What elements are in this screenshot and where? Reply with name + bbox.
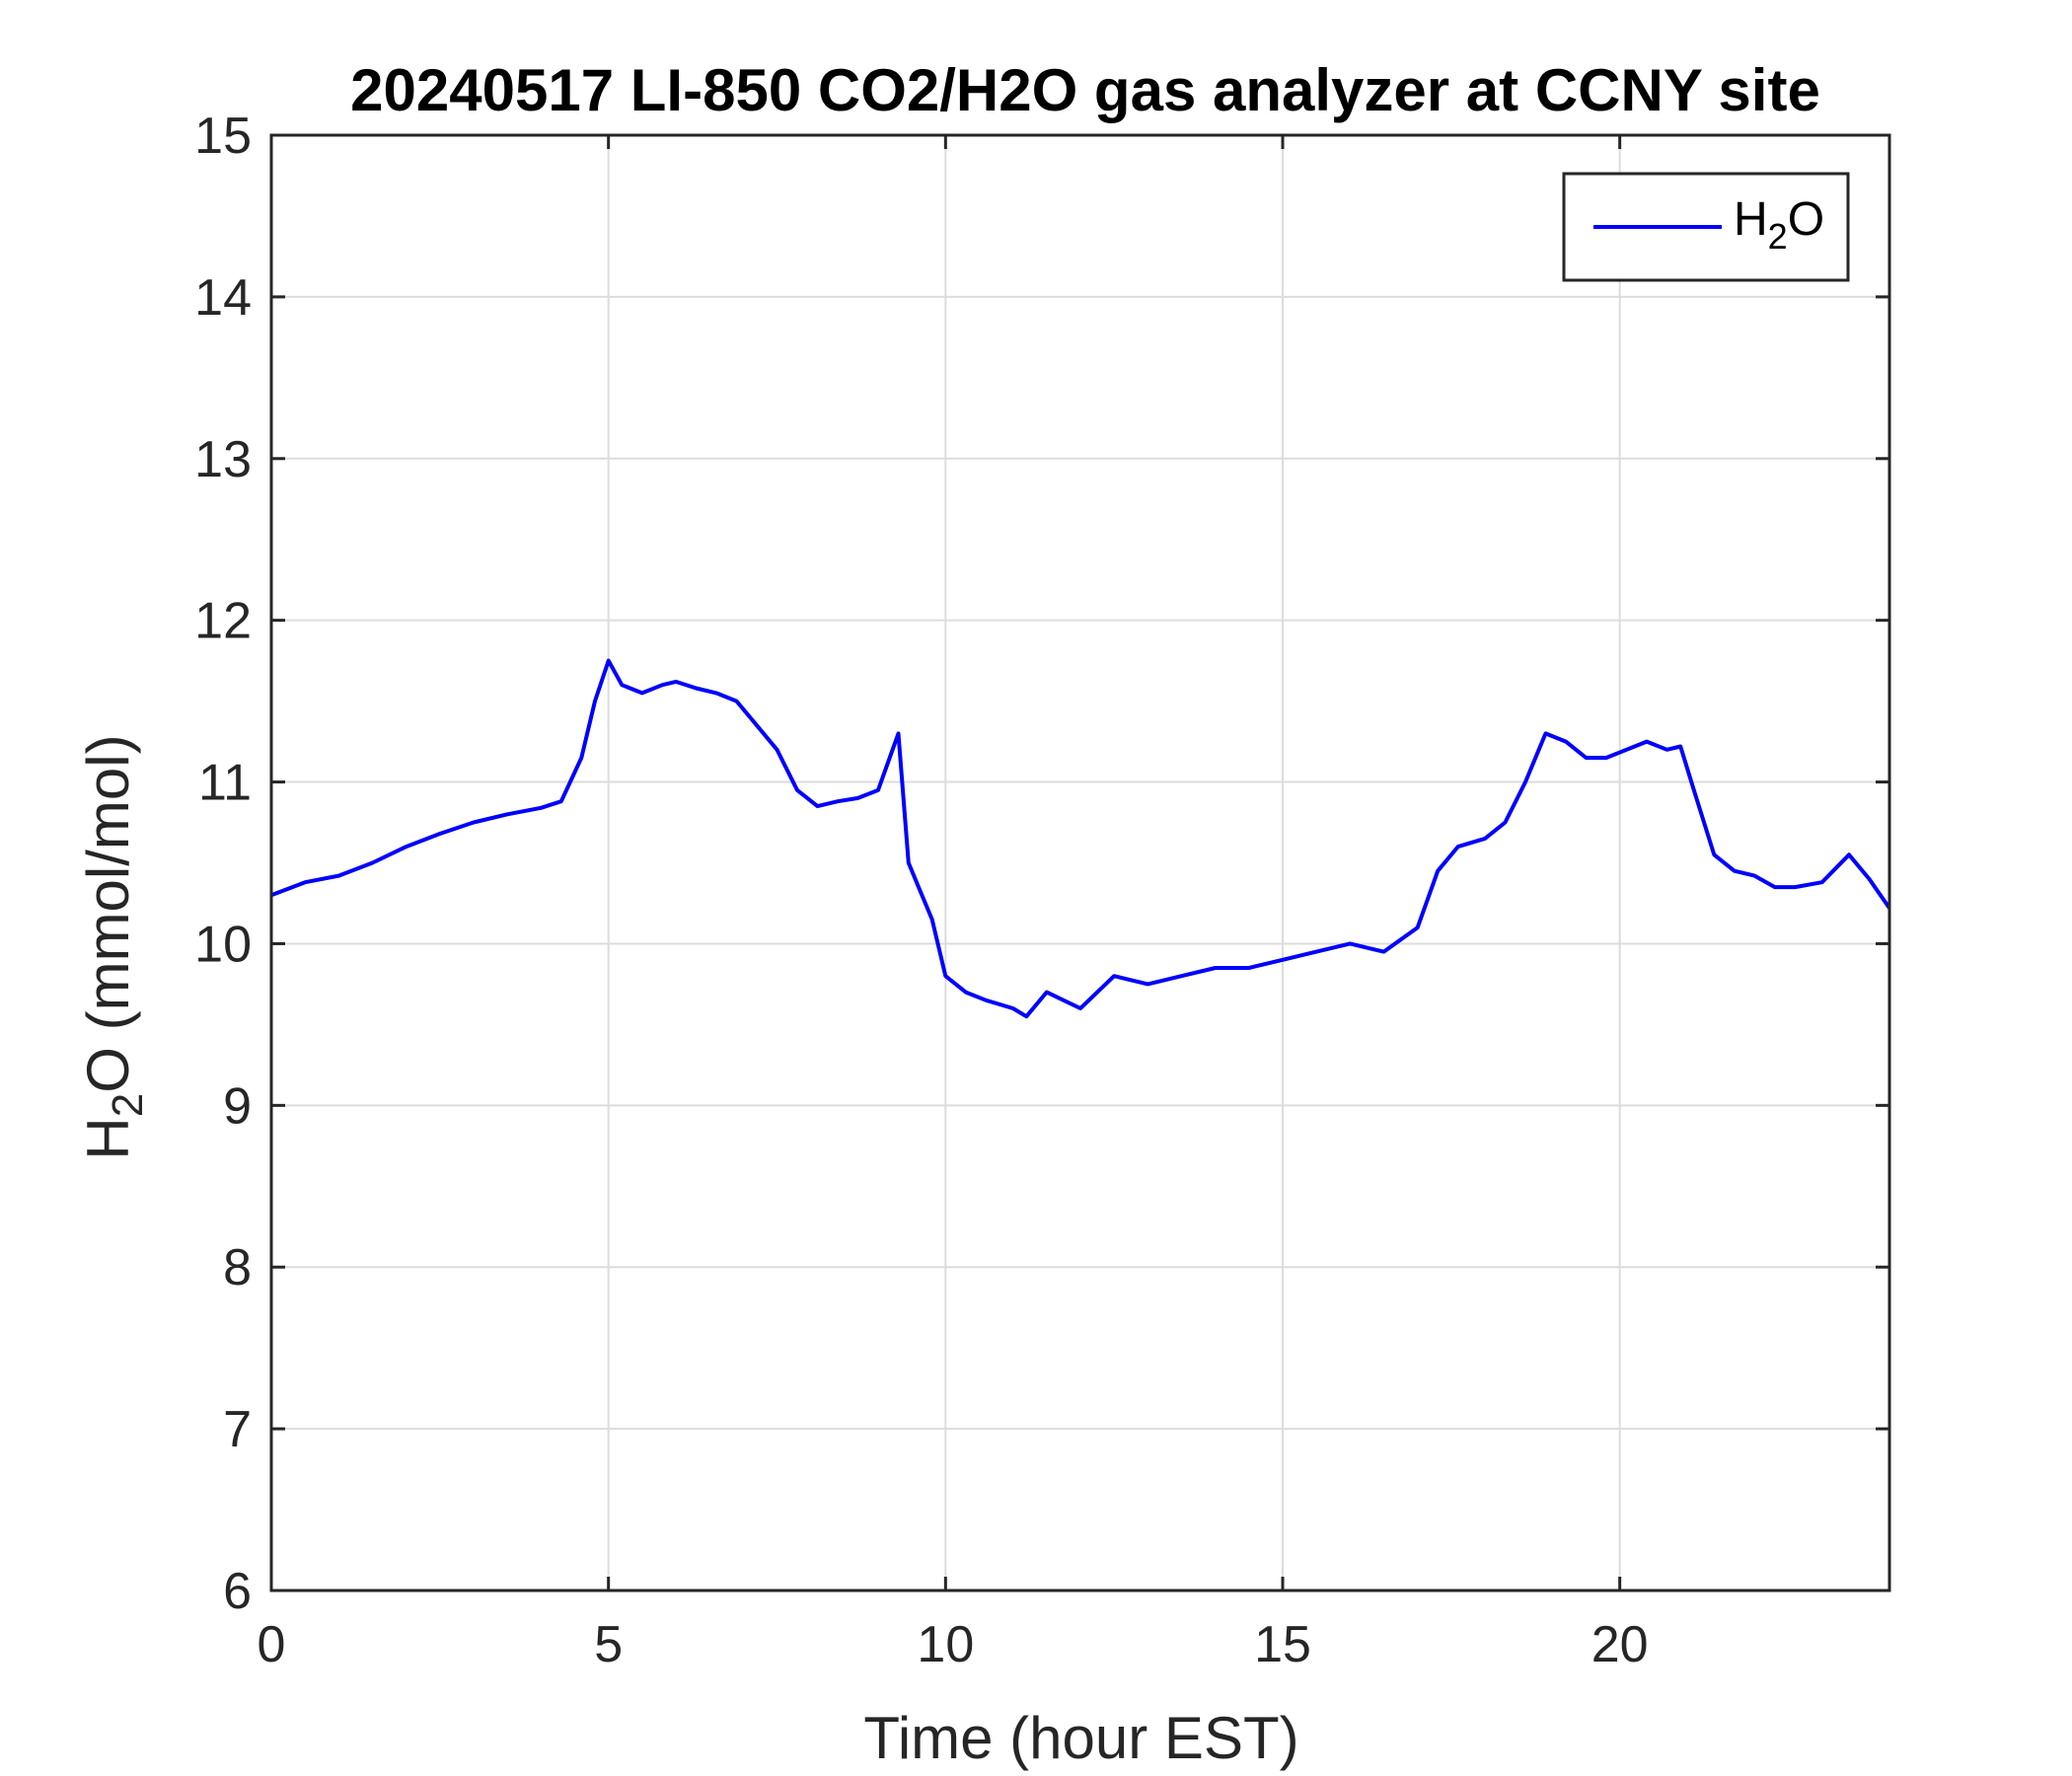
y-tick-label: 6 <box>223 1563 252 1620</box>
legend: H2O <box>1562 172 1850 282</box>
y-tick-label: 7 <box>223 1401 252 1458</box>
plot-frame <box>269 133 1891 1592</box>
y-tick-label: 8 <box>223 1239 252 1296</box>
x-tick-label: 10 <box>917 1616 974 1673</box>
y-axis-label: H2O (mmol/mol) <box>75 734 152 1159</box>
x-tick-labels: 0 5 10 15 20 <box>258 1616 1649 1673</box>
x-axis-label: Time (hour EST) <box>863 1705 1298 1771</box>
series-layer <box>270 658 1891 1019</box>
series-line-h2o <box>270 658 1891 1019</box>
y-tick-label: 10 <box>194 916 252 973</box>
tick-marks <box>269 133 1889 1592</box>
y-tick-label: 15 <box>194 108 252 165</box>
y-tick-label: 12 <box>194 593 252 650</box>
x-tick-label: 20 <box>1591 1616 1649 1673</box>
y-tick-label: 9 <box>223 1077 252 1135</box>
y-tick-label: 13 <box>194 431 252 488</box>
chart-title: 20240517 LI-850 CO2/H2O gas analyzer at … <box>350 57 1820 123</box>
x-tick-label: 5 <box>594 1616 623 1673</box>
x-tick-label: 0 <box>258 1616 286 1673</box>
y-tick-label: 11 <box>198 755 252 812</box>
x-tick-label: 15 <box>1254 1616 1311 1673</box>
legend-label-h2o: H2O <box>1734 193 1824 257</box>
y-tick-labels: 6 7 8 9 10 11 12 13 14 15 <box>194 108 252 1620</box>
y-tick-label: 14 <box>194 269 252 327</box>
